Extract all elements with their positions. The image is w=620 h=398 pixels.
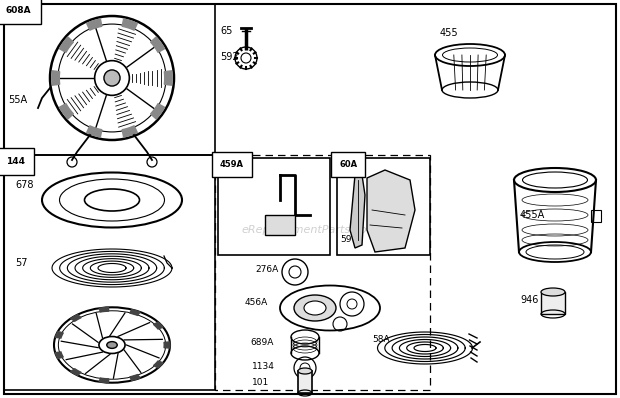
Text: eReplacementParts.com: eReplacementParts.com bbox=[242, 225, 378, 235]
Text: 455A: 455A bbox=[520, 210, 545, 220]
Polygon shape bbox=[367, 170, 415, 252]
Text: 57: 57 bbox=[15, 258, 27, 268]
Bar bbox=[298, 371, 312, 393]
Text: 101: 101 bbox=[252, 378, 269, 387]
Text: 592: 592 bbox=[220, 52, 239, 62]
Polygon shape bbox=[130, 310, 140, 315]
Text: 58A: 58A bbox=[372, 335, 389, 344]
Ellipse shape bbox=[298, 368, 312, 374]
Polygon shape bbox=[71, 369, 81, 375]
Polygon shape bbox=[154, 361, 163, 368]
Polygon shape bbox=[164, 342, 170, 348]
Bar bbox=[215, 155, 430, 390]
Text: 60A: 60A bbox=[339, 160, 357, 169]
Polygon shape bbox=[99, 378, 108, 382]
Ellipse shape bbox=[107, 341, 117, 348]
Polygon shape bbox=[122, 19, 137, 30]
Text: 456A: 456A bbox=[245, 298, 268, 307]
Polygon shape bbox=[60, 37, 73, 53]
Bar bbox=[218, 158, 330, 255]
Bar bbox=[541, 292, 565, 314]
Text: 65: 65 bbox=[220, 26, 232, 36]
Text: 59: 59 bbox=[340, 235, 352, 244]
Polygon shape bbox=[71, 315, 81, 321]
Ellipse shape bbox=[294, 295, 336, 321]
Text: 55A: 55A bbox=[8, 95, 27, 105]
Polygon shape bbox=[99, 307, 108, 312]
Text: 678: 678 bbox=[15, 180, 33, 190]
Polygon shape bbox=[55, 332, 63, 338]
Text: 144: 144 bbox=[6, 157, 25, 166]
Polygon shape bbox=[122, 126, 137, 137]
Polygon shape bbox=[87, 126, 102, 137]
Polygon shape bbox=[52, 71, 60, 85]
Circle shape bbox=[104, 70, 120, 86]
Polygon shape bbox=[151, 37, 164, 53]
Text: 459A: 459A bbox=[220, 160, 244, 169]
Bar bbox=[591, 210, 601, 222]
Polygon shape bbox=[55, 352, 63, 359]
Ellipse shape bbox=[304, 301, 326, 315]
Polygon shape bbox=[154, 322, 163, 329]
Polygon shape bbox=[130, 375, 140, 380]
Text: 946: 946 bbox=[520, 295, 538, 305]
Polygon shape bbox=[164, 71, 172, 85]
Polygon shape bbox=[87, 19, 102, 30]
Bar bbox=[265, 215, 295, 235]
Text: 276A: 276A bbox=[255, 265, 278, 274]
Polygon shape bbox=[350, 175, 365, 248]
Text: 1134: 1134 bbox=[252, 362, 275, 371]
Text: 689A: 689A bbox=[250, 338, 273, 347]
Polygon shape bbox=[60, 103, 73, 119]
Polygon shape bbox=[151, 103, 164, 119]
Ellipse shape bbox=[541, 288, 565, 296]
Bar bbox=[4, 4, 215, 155]
Text: 455: 455 bbox=[440, 28, 459, 38]
Bar bbox=[4, 155, 215, 390]
Text: 608A: 608A bbox=[6, 6, 32, 15]
Bar bbox=[337, 158, 430, 255]
